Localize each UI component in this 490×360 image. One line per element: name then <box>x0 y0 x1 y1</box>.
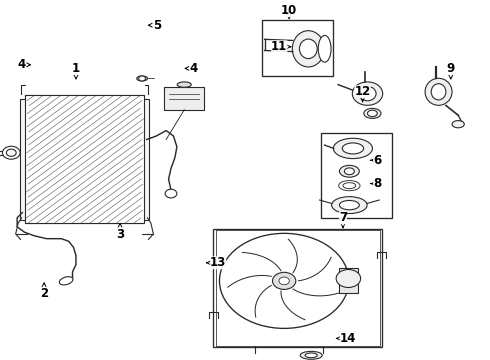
Circle shape <box>2 146 20 159</box>
Ellipse shape <box>359 86 376 101</box>
Circle shape <box>336 270 361 288</box>
Bar <box>25 95 144 223</box>
Circle shape <box>6 149 16 156</box>
Text: 1: 1 <box>72 62 80 79</box>
Ellipse shape <box>352 82 383 105</box>
Text: 4: 4 <box>185 62 197 75</box>
Circle shape <box>165 189 177 198</box>
Ellipse shape <box>293 31 324 67</box>
Ellipse shape <box>368 110 377 117</box>
Circle shape <box>279 277 289 285</box>
Circle shape <box>139 76 146 81</box>
Ellipse shape <box>332 197 367 213</box>
Bar <box>216 230 380 346</box>
Bar <box>164 87 204 110</box>
Ellipse shape <box>425 78 452 105</box>
Ellipse shape <box>305 353 318 358</box>
Text: 13: 13 <box>207 256 226 269</box>
Bar <box>143 99 149 220</box>
Ellipse shape <box>364 108 381 118</box>
Text: 11: 11 <box>271 40 291 53</box>
Ellipse shape <box>137 76 147 81</box>
Bar <box>321 133 392 218</box>
Ellipse shape <box>318 35 331 62</box>
Ellipse shape <box>340 201 359 210</box>
Bar <box>262 20 333 76</box>
Ellipse shape <box>431 84 446 100</box>
Text: 8: 8 <box>370 177 381 190</box>
Text: 7: 7 <box>339 211 347 228</box>
Ellipse shape <box>452 121 465 128</box>
Text: 14: 14 <box>337 332 356 345</box>
Text: 3: 3 <box>116 224 124 240</box>
Ellipse shape <box>340 165 359 177</box>
Ellipse shape <box>177 82 191 87</box>
Bar <box>339 268 358 293</box>
Ellipse shape <box>344 168 354 175</box>
Text: 4: 4 <box>18 58 30 71</box>
Text: 5: 5 <box>148 19 161 32</box>
Ellipse shape <box>339 181 360 191</box>
Ellipse shape <box>299 39 317 59</box>
Bar <box>25 95 144 223</box>
Ellipse shape <box>59 277 73 285</box>
Circle shape <box>220 233 349 328</box>
Ellipse shape <box>343 183 356 189</box>
Text: 9: 9 <box>447 62 455 79</box>
Text: 10: 10 <box>281 4 297 19</box>
Circle shape <box>272 272 296 289</box>
Ellipse shape <box>333 138 372 158</box>
Text: 2: 2 <box>40 283 48 300</box>
Bar <box>20 99 26 220</box>
Bar <box>213 229 382 347</box>
Ellipse shape <box>300 351 322 359</box>
Ellipse shape <box>342 143 364 154</box>
Text: 6: 6 <box>370 154 381 167</box>
Text: 12: 12 <box>354 85 371 102</box>
